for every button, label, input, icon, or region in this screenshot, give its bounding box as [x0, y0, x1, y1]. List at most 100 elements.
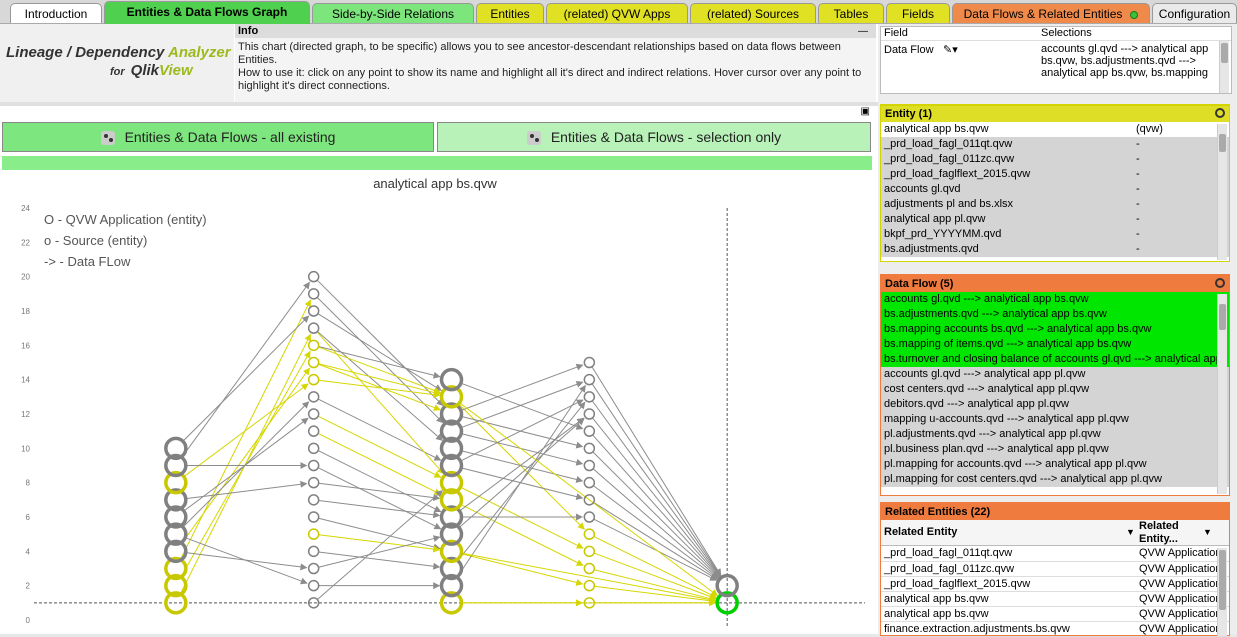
scrollbar[interactable]: [1219, 41, 1229, 93]
selection-entities-button[interactable]: Entities & Data Flows - selection only: [437, 122, 871, 152]
list-item[interactable]: pl.mapping for accounts.qvd ---> analyti…: [881, 457, 1229, 472]
scrollbar[interactable]: [1217, 124, 1227, 260]
data-flow-edge: [181, 367, 310, 544]
data-flow-edge: [317, 490, 443, 600]
info-text: This chart (directed graph, to be specif…: [238, 41, 841, 66]
table-row[interactable]: analytical app bs.qvw QVW Application: [881, 606, 1229, 622]
search-icon[interactable]: [1215, 108, 1225, 118]
y-tick-label: 14: [21, 376, 30, 385]
qvw-app-node: [164, 453, 188, 478]
list-item[interactable]: accounts gl.qvd ---> analytical app bs.q…: [881, 292, 1229, 307]
list-item[interactable]: pl.business plan.qvd ---> analytical app…: [881, 442, 1229, 457]
table-row[interactable]: _prd_load_faglflext_2015.qvw QVW Applicat…: [881, 576, 1229, 592]
list-item[interactable]: bs.adjustments.qvd ---> analytical app b…: [881, 307, 1229, 322]
tab-data-flows-related-entities[interactable]: Data Flows & Related Entities: [952, 3, 1150, 23]
divider: [0, 102, 878, 106]
data-flow-edge: [316, 297, 444, 424]
data-flow-edge: [318, 499, 441, 519]
list-item[interactable]: bs.adjustments.qvd -: [881, 242, 1229, 257]
table-row[interactable]: finance.extraction.adjustments.bs.qvw QVW…: [881, 621, 1229, 637]
entity-listbox: Entity (1) analytical app bs.qvw (qvw) _pr…: [880, 104, 1230, 262]
minimize-icon[interactable]: —: [858, 26, 868, 37]
list-item[interactable]: _prd_load_fagl_011qt.qvw -: [881, 137, 1229, 152]
source-node: [583, 511, 596, 523]
qvw-app-node: [439, 419, 464, 443]
source-node: [583, 425, 596, 437]
data-flow-edge: [183, 383, 309, 478]
source-node: [583, 476, 596, 489]
tab-entities-data-flows-graph[interactable]: Entities & Data Flows Graph: [104, 1, 310, 24]
list-item[interactable]: _prd_load_fagl_011zc.qvw -: [881, 152, 1229, 167]
chart-svg[interactable]: 0246810121416182022240.00.51.01.52.02.53…: [0, 172, 878, 632]
qvw-app-node: [164, 522, 188, 546]
list-item[interactable]: bkpf_prd_YYYYMM.qvd -: [881, 227, 1229, 242]
source-node: [307, 459, 320, 472]
list-item[interactable]: bs.mapping of items.qvd ---> analytical …: [881, 337, 1229, 352]
tab-tables[interactable]: Tables: [818, 3, 884, 23]
data-flow-edge: [593, 502, 718, 580]
data-flow-edge: [318, 363, 441, 411]
list-item[interactable]: mapping u-accounts.qvd ---> analytical a…: [881, 412, 1229, 427]
col-related-entity[interactable]: Related Entity: [884, 526, 958, 538]
list-item[interactable]: accounts gl.qvd ---> analytical app pl.q…: [881, 367, 1229, 382]
list-item[interactable]: cost centers.qvd ---> analytical app pl.…: [881, 382, 1229, 397]
qvw-app-node: [715, 591, 739, 615]
scrollbar[interactable]: [1217, 294, 1227, 494]
tab-introduction[interactable]: Introduction: [10, 3, 102, 23]
data-flow-edge: [461, 553, 584, 586]
sort-icon[interactable]: ▼: [1203, 527, 1212, 537]
data-flow-edge: [317, 415, 442, 478]
list-item[interactable]: accounts gl.qvd -: [881, 182, 1229, 197]
tab-entities[interactable]: Entities: [476, 3, 544, 23]
col-related-entity-type[interactable]: Related Entity...: [1139, 520, 1179, 545]
scrollbar[interactable]: [1217, 548, 1227, 636]
data-flow-edge: [185, 480, 308, 500]
clear-selection-icon[interactable]: ✎▾: [943, 44, 958, 56]
source-node: [307, 391, 320, 403]
list-item[interactable]: _prd_load_faglflext_2015.qvw -: [881, 167, 1229, 182]
qvw-app-node: [439, 385, 464, 409]
y-tick-label: 2: [26, 582, 31, 591]
qvw-app-node: [439, 573, 464, 598]
qvw-app-node: [439, 470, 464, 495]
all-entities-button[interactable]: Entities & Data Flows - all existing: [2, 122, 434, 152]
tab-related-sources[interactable]: (related) Sources: [690, 3, 816, 23]
list-item[interactable]: bs.mapping accounts bs.qvd ---> analytic…: [881, 322, 1229, 337]
list-item[interactable]: debitors.qvd ---> analytical app pl.qvw: [881, 397, 1229, 412]
source-node: [307, 339, 320, 352]
data-flow-edge: [591, 400, 721, 577]
table-row[interactable]: _prd_load_fagl_011zc.qvw QVW Application: [881, 561, 1229, 577]
table-row[interactable]: analytical app bs.qvw QVW Application: [881, 591, 1229, 607]
list-item[interactable]: pl.mapping for cost centers.qvd ---> ana…: [881, 472, 1229, 487]
dataflow-listbox: Data Flow (5) accounts gl.qvd ---> analy…: [880, 274, 1230, 496]
source-node: [307, 579, 320, 592]
selection-value: accounts gl.qvd ---> analytical app bs.q…: [1041, 43, 1209, 79]
tab-fields[interactable]: Fields: [886, 3, 950, 23]
qvw-app-node: [164, 573, 188, 598]
list-item[interactable]: bs.turnover and closing balance of accou…: [881, 352, 1229, 367]
qvw-app-node: [439, 436, 464, 461]
data-flow-edge: [461, 415, 584, 449]
data-flow-edge: [318, 517, 441, 551]
list-item[interactable]: adjustments pl and bs.xlsx -: [881, 197, 1229, 212]
source-node: [583, 459, 596, 472]
data-flow-edge: [592, 417, 721, 577]
sort-icon[interactable]: ▼: [1126, 527, 1135, 537]
search-icon[interactable]: [1215, 278, 1225, 288]
status-bar: [2, 156, 872, 170]
tab-side-by-side-relations[interactable]: Side-by-Side Relations: [312, 3, 474, 23]
source-node: [307, 425, 320, 437]
list-item[interactable]: analytical app bs.qvw (qvw): [881, 122, 1229, 137]
related-entities-table: Related Entities (22) Related Entity ▼ R…: [880, 502, 1230, 637]
tab-configuration[interactable]: Configuration: [1152, 3, 1237, 23]
restore-icon[interactable]: ▣: [860, 106, 870, 117]
source-node: [307, 562, 320, 575]
source-node: [307, 442, 320, 455]
source-node: [307, 528, 320, 540]
qvw-app-node: [164, 470, 188, 495]
data-flow-edge: [593, 485, 719, 579]
table-row[interactable]: _prd_load_fagl_011qt.qvw QVW Application: [881, 546, 1229, 562]
list-item[interactable]: analytical app pl.qvw -: [881, 212, 1229, 227]
tab-related-qvw-apps[interactable]: (related) QVW Apps: [546, 3, 688, 23]
list-item[interactable]: pl.adjustments.qvd ---> analytical app p…: [881, 427, 1229, 442]
